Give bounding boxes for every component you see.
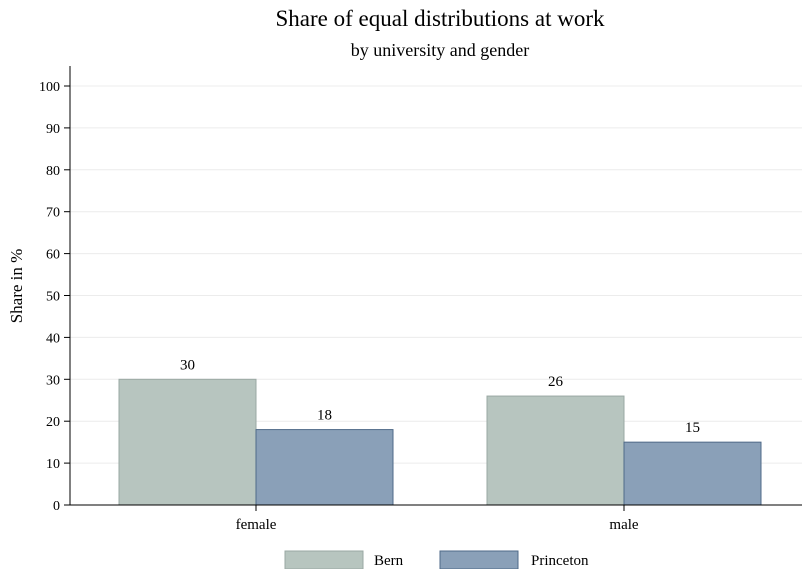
chart-subtitle: by university and gender [351, 40, 529, 60]
chart-title: Share of equal distributions at work [276, 6, 605, 31]
y-axis-label: Share in % [7, 249, 26, 324]
y-tick-label: 50 [46, 290, 60, 305]
bar-princeton-female [255, 429, 394, 506]
bar-value-label: 15 [685, 420, 700, 436]
y-tick-label: 30 [46, 373, 60, 388]
legend-swatch-bern [284, 550, 364, 569]
data-labels: 30 18 26 15 [180, 357, 700, 436]
legend-label-bern: Bern [374, 553, 404, 569]
x-axis: female male [70, 504, 802, 533]
y-tick-label: 90 [46, 122, 60, 137]
bar-bern-female [118, 378, 257, 506]
bar-princeton-male [623, 441, 762, 506]
bar-value-label: 30 [180, 357, 195, 373]
legend-swatch-princeton [439, 550, 519, 569]
y-tick-label: 40 [46, 331, 60, 346]
y-tick-label: 60 [46, 248, 60, 263]
bars [118, 378, 762, 506]
x-category-label: female [236, 517, 277, 533]
y-tick-label: 0 [53, 499, 60, 514]
y-tick-label: 100 [39, 80, 60, 95]
y-tick-label: 20 [46, 415, 60, 430]
legend-label-princeton: Princeton [531, 553, 589, 569]
y-axis: 0 10 20 30 40 50 60 70 80 90 100 [39, 66, 71, 514]
bar-value-label: 18 [317, 408, 332, 424]
y-tick-label: 70 [46, 206, 60, 221]
bar-value-label: 26 [548, 374, 564, 390]
y-tick-label: 80 [46, 164, 60, 179]
legend: Bern Princeton [284, 550, 589, 569]
x-category-label: male [609, 517, 638, 533]
y-tick-label: 10 [46, 457, 60, 472]
bar-bern-male [486, 395, 625, 506]
